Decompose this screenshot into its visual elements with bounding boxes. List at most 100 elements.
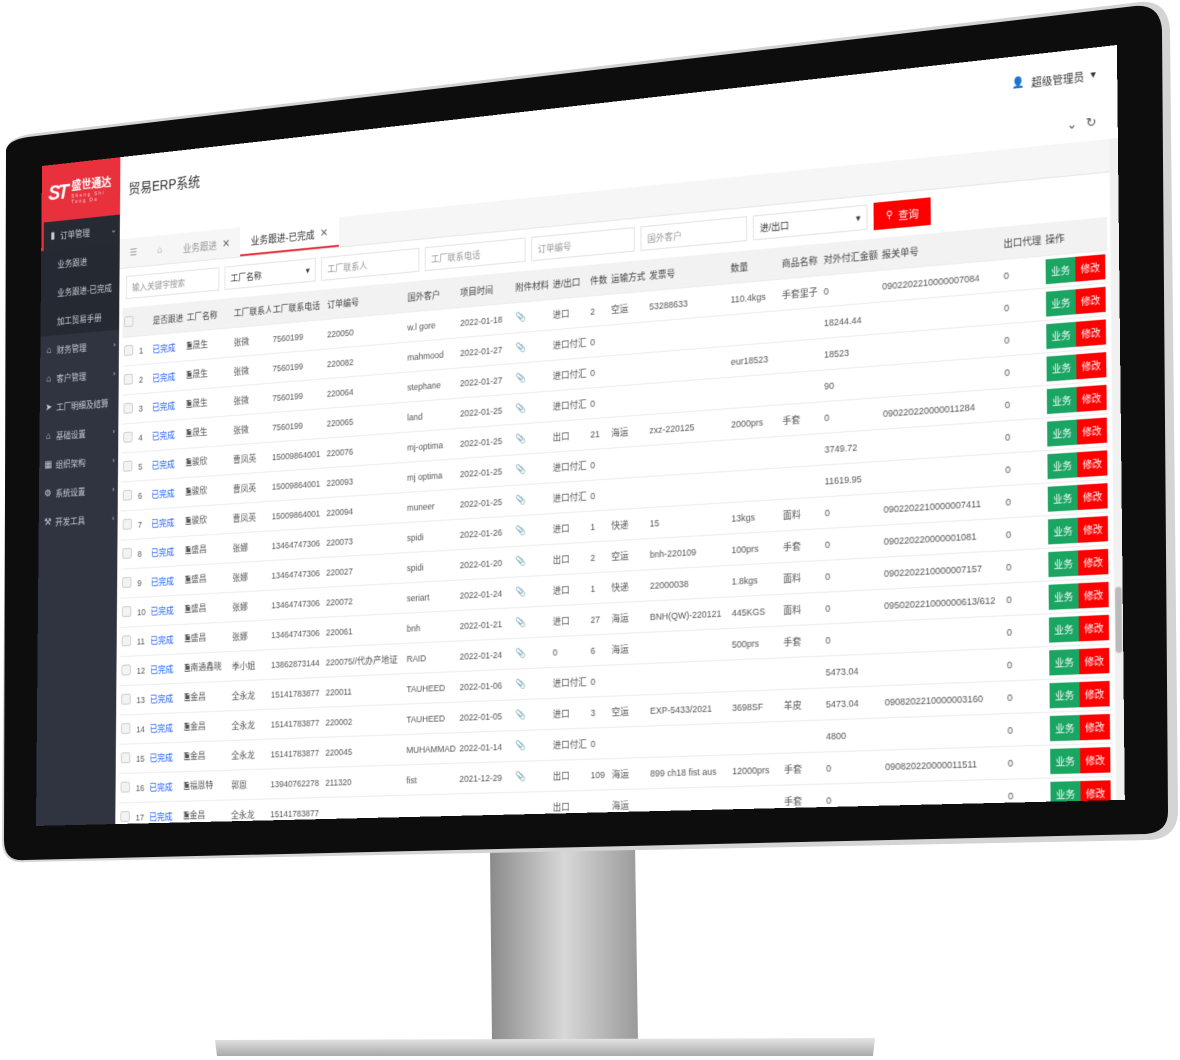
- attachment-icon[interactable]: 📎: [513, 729, 551, 762]
- business-button[interactable]: 业务: [1047, 484, 1078, 512]
- edit-button[interactable]: 修改: [1078, 548, 1109, 576]
- user-menu[interactable]: 👤 超级管理员 ▾: [1012, 67, 1096, 92]
- row-checkbox[interactable]: [118, 773, 135, 803]
- order-number-input[interactable]: 订单编号: [531, 226, 635, 262]
- close-icon[interactable]: ✕: [319, 226, 329, 240]
- business-button[interactable]: 业务: [1045, 289, 1076, 317]
- business-button[interactable]: 业务: [1048, 550, 1079, 578]
- edit-button[interactable]: 修改: [1079, 713, 1111, 741]
- business-button[interactable]: 业务: [1045, 256, 1076, 285]
- refresh-icon[interactable]: ↻: [1085, 114, 1097, 131]
- attachment-icon[interactable]: 📎: [513, 544, 551, 578]
- edit-button[interactable]: 修改: [1075, 319, 1107, 347]
- cell-factory[interactable]: 🗎盛昌: [182, 621, 231, 654]
- cell-factory[interactable]: 🗎盛昌: [182, 592, 231, 625]
- cell-factory[interactable]: 🗎晟生: [184, 386, 232, 420]
- chevron-circle-down-icon[interactable]: ⌄: [1066, 116, 1078, 133]
- row-checkbox[interactable]: [121, 481, 137, 512]
- cell-factory[interactable]: 🗎福恩特: [181, 770, 230, 802]
- business-button[interactable]: 业务: [1047, 517, 1079, 545]
- status-link[interactable]: 已完成: [149, 506, 184, 539]
- status-link[interactable]: 已完成: [149, 477, 184, 510]
- search-button[interactable]: ⚲ 查询: [873, 197, 932, 231]
- row-checkbox[interactable]: [121, 422, 137, 454]
- close-icon[interactable]: ✕: [222, 237, 231, 250]
- edit-button[interactable]: 修改: [1077, 515, 1109, 543]
- status-link[interactable]: 已完成: [147, 771, 183, 803]
- row-checkbox[interactable]: [121, 451, 137, 483]
- attachment-icon[interactable]: 📎: [513, 299, 551, 334]
- factory-phone-input[interactable]: 工厂联系电话: [424, 237, 526, 272]
- cell-factory[interactable]: 🗎盛昌: [183, 562, 231, 595]
- select-all-checkbox[interactable]: [122, 306, 138, 338]
- business-button[interactable]: 业务: [1050, 748, 1081, 775]
- row-checkbox[interactable]: [120, 597, 136, 628]
- business-button[interactable]: 业务: [1048, 616, 1080, 643]
- cell-factory[interactable]: 🗎盛昌: [183, 533, 231, 566]
- cell-factory[interactable]: 🗎金昌: [181, 799, 230, 824]
- edit-button[interactable]: 修改: [1080, 747, 1111, 774]
- sidebar-item[interactable]: ⚒ 开发工具 ›: [39, 503, 118, 537]
- business-button[interactable]: 业务: [1049, 714, 1080, 742]
- row-checkbox[interactable]: [120, 510, 137, 541]
- business-button[interactable]: 业务: [1047, 452, 1078, 480]
- attachment-icon[interactable]: 📎: [513, 330, 551, 364]
- row-checkbox[interactable]: [122, 336, 138, 367]
- attachment-icon[interactable]: 📎: [513, 513, 551, 547]
- attachment-icon[interactable]: 📎: [513, 575, 551, 608]
- status-link[interactable]: 已完成: [148, 624, 183, 656]
- attachment-icon[interactable]: 📎: [513, 452, 551, 486]
- business-button[interactable]: 业务: [1048, 583, 1079, 610]
- attachment-icon[interactable]: 📎: [513, 482, 551, 516]
- edit-button[interactable]: 修改: [1078, 614, 1110, 642]
- edit-button[interactable]: 修改: [1078, 581, 1109, 609]
- row-checkbox[interactable]: [118, 802, 135, 824]
- status-link[interactable]: 已完成: [150, 390, 185, 422]
- attachment-icon[interactable]: 📎: [513, 636, 551, 670]
- keyword-search-input[interactable]: 输入关键字搜索: [126, 267, 220, 300]
- status-link[interactable]: 已完成: [147, 801, 182, 824]
- edit-button[interactable]: 修改: [1075, 286, 1106, 315]
- edit-button[interactable]: 修改: [1079, 680, 1110, 708]
- status-link[interactable]: 已完成: [147, 742, 183, 773]
- status-link[interactable]: 已完成: [148, 712, 183, 744]
- factory-select[interactable]: 工厂名称 ▾: [224, 257, 316, 290]
- business-button[interactable]: 业务: [1046, 386, 1077, 415]
- row-checkbox[interactable]: [121, 393, 138, 425]
- tab-business-follow[interactable]: 业务跟进 ✕: [173, 227, 241, 263]
- row-checkbox[interactable]: [120, 539, 136, 570]
- factory-contact-input[interactable]: 工厂联系人: [321, 247, 420, 281]
- row-checkbox[interactable]: [119, 685, 135, 716]
- cell-factory[interactable]: 🗎晟生: [184, 327, 232, 362]
- row-checkbox[interactable]: [119, 743, 135, 774]
- tab-business-follow-done[interactable]: 业务跟进-已完成 ✕: [240, 217, 339, 257]
- edit-button[interactable]: 修改: [1077, 483, 1108, 511]
- cell-factory[interactable]: 🗎骏欣: [183, 445, 232, 478]
- edit-button[interactable]: 修改: [1077, 450, 1108, 478]
- business-button[interactable]: 业务: [1049, 682, 1080, 709]
- status-link[interactable]: 已完成: [150, 419, 185, 452]
- import-export-select[interactable]: 进/出口 ▾: [752, 204, 868, 241]
- attachment-icon[interactable]: 📎: [513, 667, 551, 700]
- row-checkbox[interactable]: [121, 365, 138, 396]
- business-button[interactable]: 业务: [1049, 649, 1080, 676]
- business-button[interactable]: 业务: [1047, 419, 1078, 447]
- cell-factory[interactable]: 🗎南通鑫晓: [182, 651, 231, 684]
- edit-button[interactable]: 修改: [1075, 254, 1106, 282]
- status-link[interactable]: 已完成: [148, 653, 183, 685]
- status-link[interactable]: 已完成: [150, 361, 185, 393]
- edit-button[interactable]: 修改: [1079, 647, 1110, 675]
- row-checkbox[interactable]: [119, 626, 136, 657]
- scrollbar-thumb[interactable]: [1115, 586, 1123, 653]
- status-link[interactable]: 已完成: [150, 331, 185, 364]
- edit-button[interactable]: 修改: [1076, 417, 1108, 445]
- cell-factory[interactable]: 🗎金昌: [182, 710, 230, 743]
- cell-factory[interactable]: 🗎晟生: [184, 357, 232, 391]
- attachment-icon[interactable]: 📎: [513, 391, 551, 425]
- menu-toggle-icon[interactable]: ☰: [129, 246, 138, 259]
- row-checkbox[interactable]: [119, 655, 136, 686]
- status-link[interactable]: 已完成: [149, 565, 184, 597]
- status-link[interactable]: 已完成: [149, 536, 184, 568]
- row-checkbox[interactable]: [120, 568, 136, 599]
- cell-factory[interactable]: 🗎骏欣: [183, 503, 231, 537]
